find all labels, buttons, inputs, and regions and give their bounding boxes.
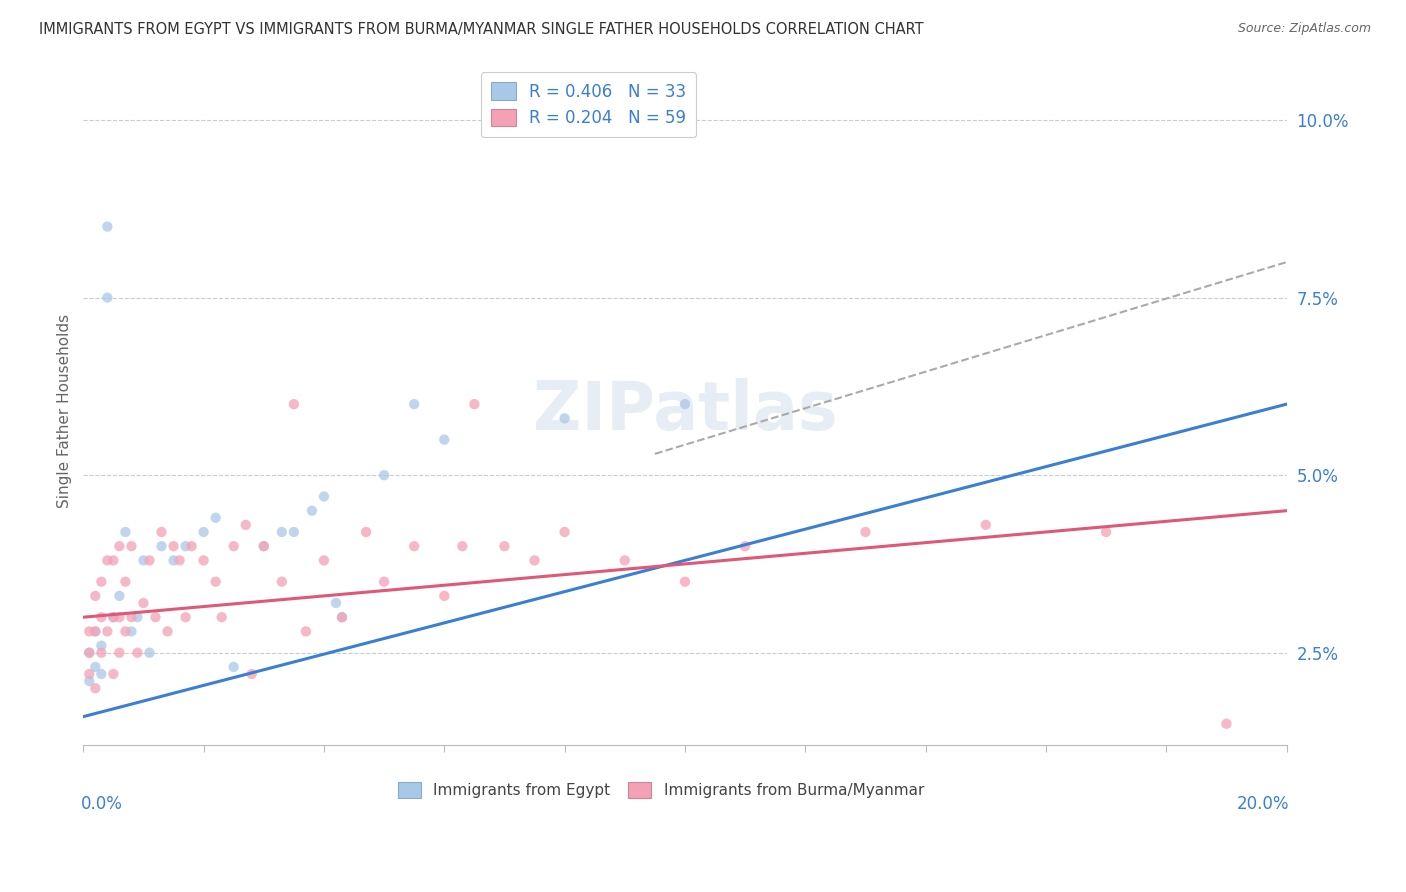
- Point: [96, 624, 118, 639]
- Point: [222, 660, 245, 674]
- Point: [132, 596, 155, 610]
- Point: [433, 433, 456, 447]
- Point: [523, 553, 546, 567]
- Point: [127, 646, 149, 660]
- Point: [138, 553, 160, 567]
- Point: [90, 667, 112, 681]
- Point: [211, 610, 233, 624]
- Point: [162, 539, 184, 553]
- Point: [554, 411, 576, 425]
- Point: [79, 646, 101, 660]
- Point: [235, 517, 257, 532]
- Point: [325, 596, 347, 610]
- Point: [120, 624, 142, 639]
- Point: [84, 660, 107, 674]
- Point: [433, 589, 456, 603]
- Point: [162, 553, 184, 567]
- Point: [145, 610, 167, 624]
- Point: [156, 624, 179, 639]
- Point: [404, 397, 426, 411]
- Point: [193, 524, 215, 539]
- Point: [613, 553, 636, 567]
- Point: [270, 524, 292, 539]
- Point: [222, 539, 245, 553]
- Point: [463, 397, 485, 411]
- Point: [120, 539, 142, 553]
- Point: [138, 646, 160, 660]
- Point: [253, 539, 276, 553]
- Point: [734, 539, 756, 553]
- Point: [79, 674, 101, 689]
- Point: [90, 574, 112, 589]
- Point: [84, 589, 107, 603]
- Point: [108, 539, 131, 553]
- Point: [1095, 524, 1118, 539]
- Point: [295, 624, 318, 639]
- Point: [127, 610, 149, 624]
- Point: [96, 553, 118, 567]
- Point: [103, 667, 125, 681]
- Point: [330, 610, 353, 624]
- Point: [150, 524, 173, 539]
- Point: [270, 574, 292, 589]
- Point: [103, 610, 125, 624]
- Point: [108, 589, 131, 603]
- Point: [79, 667, 101, 681]
- Point: [114, 574, 136, 589]
- Text: Source: ZipAtlas.com: Source: ZipAtlas.com: [1237, 22, 1371, 36]
- Point: [253, 539, 276, 553]
- Point: [90, 610, 112, 624]
- Text: 0.0%: 0.0%: [82, 795, 122, 814]
- Point: [169, 553, 191, 567]
- Point: [132, 553, 155, 567]
- Point: [84, 624, 107, 639]
- Point: [312, 490, 335, 504]
- Point: [79, 646, 101, 660]
- Point: [96, 291, 118, 305]
- Point: [103, 553, 125, 567]
- Point: [103, 610, 125, 624]
- Point: [554, 524, 576, 539]
- Point: [204, 510, 226, 524]
- Point: [373, 468, 395, 483]
- Text: ZIPatlas: ZIPatlas: [533, 378, 837, 444]
- Point: [150, 539, 173, 553]
- Point: [84, 681, 107, 696]
- Point: [240, 667, 263, 681]
- Point: [354, 524, 377, 539]
- Point: [114, 624, 136, 639]
- Point: [673, 574, 696, 589]
- Point: [451, 539, 474, 553]
- Text: IMMIGRANTS FROM EGYPT VS IMMIGRANTS FROM BURMA/MYANMAR SINGLE FATHER HOUSEHOLDS : IMMIGRANTS FROM EGYPT VS IMMIGRANTS FROM…: [39, 22, 924, 37]
- Point: [330, 610, 353, 624]
- Point: [855, 524, 877, 539]
- Point: [108, 646, 131, 660]
- Point: [120, 610, 142, 624]
- Y-axis label: Single Father Households: Single Father Households: [58, 314, 72, 508]
- Point: [90, 646, 112, 660]
- Legend: Immigrants from Egypt, Immigrants from Burma/Myanmar: Immigrants from Egypt, Immigrants from B…: [392, 776, 929, 805]
- Point: [373, 574, 395, 589]
- Point: [108, 610, 131, 624]
- Point: [673, 397, 696, 411]
- Point: [180, 539, 202, 553]
- Point: [283, 397, 305, 411]
- Point: [174, 539, 197, 553]
- Point: [174, 610, 197, 624]
- Point: [90, 639, 112, 653]
- Point: [312, 553, 335, 567]
- Point: [79, 624, 101, 639]
- Point: [204, 574, 226, 589]
- Point: [404, 539, 426, 553]
- Point: [1215, 716, 1237, 731]
- Point: [96, 219, 118, 234]
- Point: [974, 517, 997, 532]
- Point: [301, 504, 323, 518]
- Point: [193, 553, 215, 567]
- Point: [114, 524, 136, 539]
- Point: [494, 539, 516, 553]
- Text: 20.0%: 20.0%: [1236, 795, 1289, 814]
- Point: [283, 524, 305, 539]
- Point: [84, 624, 107, 639]
